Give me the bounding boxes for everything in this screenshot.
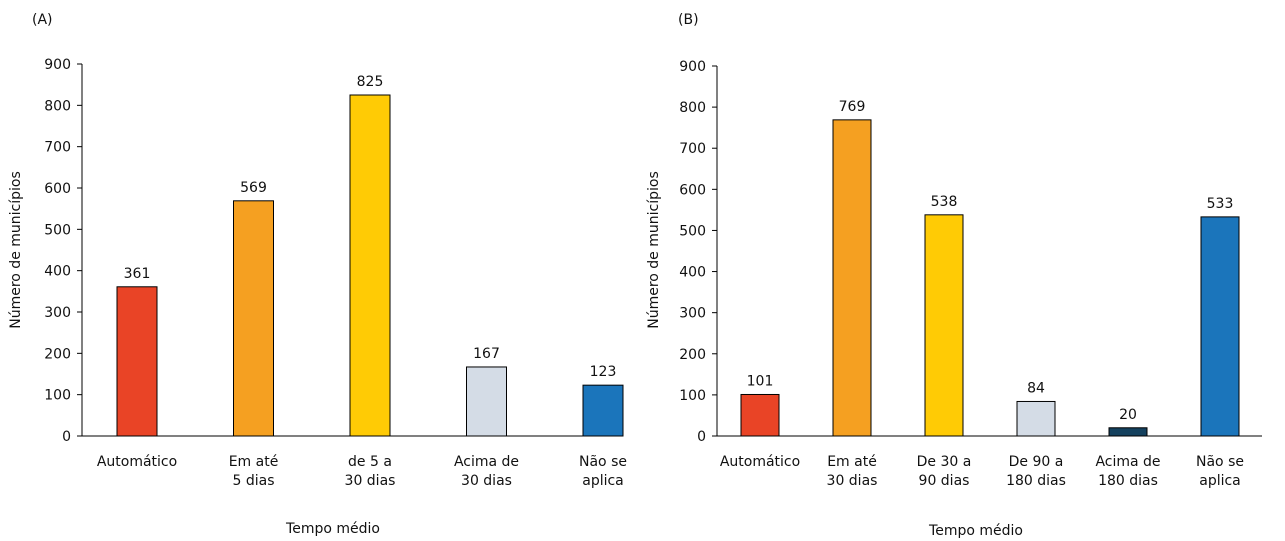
panel-a-label: (A) bbox=[32, 12, 53, 28]
panel-b-category-label-line: Automático bbox=[720, 454, 800, 470]
panel-b-y-tick-label: 400 bbox=[679, 265, 706, 281]
panel-a-category-label-line: 30 dias bbox=[345, 473, 396, 489]
panel-a-data-label: 569 bbox=[240, 180, 267, 196]
panel-a-category-label: Em até 5 dias bbox=[229, 454, 279, 489]
panel-b-category-label-line: 180 dias bbox=[1098, 473, 1158, 489]
panel-b-category-label-line: 90 dias bbox=[919, 473, 970, 489]
panel-a-data-label: 167 bbox=[473, 346, 500, 362]
panel-a-category-label: Não se aplica bbox=[579, 454, 627, 489]
panel-b-category-label-line: Em até bbox=[827, 454, 877, 470]
panel-a-category-label: Automático bbox=[97, 454, 177, 470]
panel-a-category-label-line: Acima de bbox=[454, 454, 519, 470]
panel-a-y-tick-label: 800 bbox=[44, 98, 71, 114]
panel-a-y-tick-label: 900 bbox=[44, 57, 71, 73]
panel-a-data-label: 361 bbox=[124, 266, 151, 282]
panel-b-bar bbox=[1200, 216, 1240, 437]
panel-a-category-label: de 5 a 30 dias bbox=[345, 454, 396, 489]
panel-b-bar bbox=[832, 119, 872, 437]
panel-b-category-label: Não se aplica bbox=[1196, 454, 1244, 489]
panel-a-category-label-line: aplica bbox=[582, 473, 624, 489]
panel-b-category-label-line: De 90 a bbox=[1009, 454, 1064, 470]
panel-b-category-label-line: De 30 a bbox=[917, 454, 972, 470]
panel-b-y-tick-label: 600 bbox=[679, 182, 706, 198]
panel-b-y-tick-label: 700 bbox=[679, 141, 706, 157]
panel-b-data-label: 769 bbox=[839, 99, 866, 115]
panel-b-y-tick-label: 900 bbox=[679, 59, 706, 75]
panel-b-bar bbox=[924, 214, 964, 437]
panel-b-y-tick-label: 0 bbox=[697, 429, 706, 445]
panel-b-x-axis-title: Tempo médio bbox=[928, 523, 1023, 539]
panel-a-y-tick-label: 100 bbox=[44, 388, 71, 404]
panel-a-category-label-line: 30 dias bbox=[461, 473, 512, 489]
panel-a-bar bbox=[349, 94, 391, 437]
panel-a-y-tick-label: 300 bbox=[44, 305, 71, 321]
panel-b-category-label: De 90 a 180 dias bbox=[1006, 454, 1066, 489]
panel-b-category-label: Acima de 180 dias bbox=[1095, 454, 1160, 489]
panel-a-bar bbox=[582, 384, 624, 437]
panel-a-category-label-line: Automático bbox=[97, 454, 177, 470]
panel-a-category-label-line: Em até bbox=[229, 454, 279, 470]
panel-b-category-label-line: Acima de bbox=[1095, 454, 1160, 470]
panel-b-data-label: 533 bbox=[1207, 196, 1234, 212]
panel-a-category-label: Acima de 30 dias bbox=[454, 454, 519, 489]
panel-a-y-tick-label: 200 bbox=[44, 346, 71, 362]
panel-b-category-label-line: 30 dias bbox=[827, 473, 878, 489]
panel-b-category-label-line: 180 dias bbox=[1006, 473, 1066, 489]
panel-b-y-axis-title: Número de municípios bbox=[646, 171, 662, 329]
panel-a-y-tick-label: 500 bbox=[44, 222, 71, 238]
panel-a-category-label-line: Não se bbox=[579, 454, 627, 470]
panel-b-y-tick-label: 300 bbox=[679, 306, 706, 322]
panel-b-data-label: 20 bbox=[1119, 407, 1137, 423]
panel-b-category-label: De 30 a 90 dias bbox=[917, 454, 972, 489]
panel-b-label: (B) bbox=[678, 12, 699, 28]
panel-a-bar bbox=[466, 366, 507, 437]
panel-a-y-tick-label: 0 bbox=[62, 429, 71, 445]
panel-a-chart: (A) 0 100 200 300 400 500 600 700 800 900 Número de… bbox=[8, 12, 627, 537]
panel-b-y-tick-label: 100 bbox=[679, 388, 706, 404]
panel-a-category-label-line: 5 dias bbox=[232, 473, 274, 489]
panel-a-data-label: 123 bbox=[590, 364, 617, 380]
panel-b-y-tick-label: 800 bbox=[679, 100, 706, 116]
panel-b-bar bbox=[1108, 427, 1148, 437]
panel-b-y-tick-label: 200 bbox=[679, 347, 706, 363]
panel-a-y-tick-label: 700 bbox=[44, 140, 71, 156]
panel-a-y-axis-title: Número de municípios bbox=[8, 171, 24, 329]
panel-b-y-tick-label: 500 bbox=[679, 223, 706, 239]
panel-b-bar bbox=[1016, 400, 1056, 437]
panel-b-category-label-line: aplica bbox=[1199, 473, 1241, 489]
panel-b-category-label: Em até 30 dias bbox=[827, 454, 878, 489]
panel-a-data-label: 825 bbox=[357, 74, 384, 90]
panel-a-x-axis-title: Tempo médio bbox=[285, 521, 380, 537]
panel-b-category-label-line: Não se bbox=[1196, 454, 1244, 470]
panel-a-y-tick-label: 400 bbox=[44, 264, 71, 280]
panel-b-data-label: 538 bbox=[931, 194, 958, 210]
panel-a-bar bbox=[116, 286, 158, 437]
panel-a-bar bbox=[233, 200, 274, 437]
panel-b-bar bbox=[740, 393, 780, 437]
panel-b-data-label: 84 bbox=[1027, 380, 1045, 396]
panel-b-category-label: Automático bbox=[720, 454, 800, 470]
panel-b-chart: (B) 0 100 200 300 400 500 600 700 800 900 Número de… bbox=[646, 12, 1262, 539]
panel-a-category-label-line: de 5 a bbox=[348, 454, 392, 470]
panel-b-data-label: 101 bbox=[747, 373, 774, 389]
panel-a-y-tick-label: 600 bbox=[44, 181, 71, 197]
